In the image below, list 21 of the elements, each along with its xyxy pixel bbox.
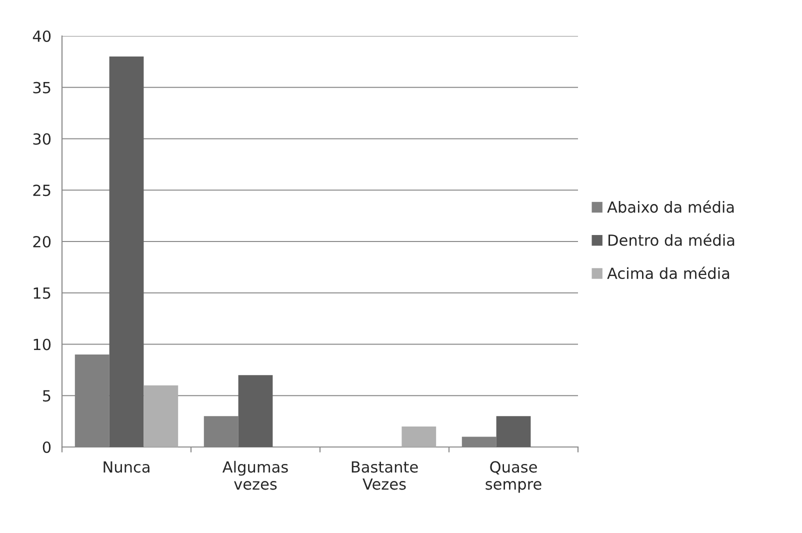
x-tick-label: Quase sempre	[486, 461, 542, 493]
y-tick-label: 30	[33, 133, 51, 145]
legend-label: Acima da média	[607, 266, 730, 280]
x-tick-label: Nunca	[104, 461, 150, 473]
bar	[144, 385, 178, 447]
y-tick-label: 25	[33, 184, 50, 196]
legend-label: Dentro da média	[608, 233, 734, 246]
y-tick-label: 10	[34, 338, 51, 350]
legend-label: Abaixo da média	[607, 200, 734, 213]
bar	[496, 416, 531, 447]
x-tick-label: Bastante Vezes	[352, 461, 418, 490]
y-tick-label: 15	[34, 288, 50, 299]
y-tick-label: 35	[33, 82, 50, 94]
y-tick-label: 5	[43, 390, 50, 402]
y-tick-label: 40	[32, 30, 51, 42]
y-tick-label: 20	[33, 236, 51, 248]
y-tick-label: 0	[42, 441, 51, 454]
x-tick-label: Algumas vezes	[222, 460, 288, 490]
bar	[109, 56, 144, 447]
bar	[238, 375, 273, 447]
bar	[402, 426, 436, 447]
